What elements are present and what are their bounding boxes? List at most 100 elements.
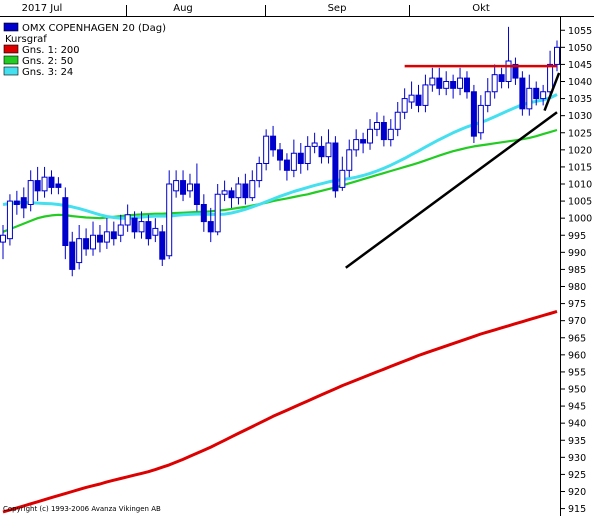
candle-body — [505, 60, 512, 82]
candle-body — [332, 142, 339, 192]
candle-body — [339, 169, 346, 188]
candle-body — [34, 180, 41, 192]
y-tick-label: 920 — [568, 487, 586, 498]
candle-body — [373, 122, 380, 130]
candle-body — [470, 91, 477, 137]
trendlines-layer — [345, 64, 561, 269]
candle-body — [55, 183, 62, 188]
candle-body — [131, 217, 138, 233]
candle-body — [193, 183, 200, 205]
candle-body — [41, 176, 48, 192]
candle-body — [270, 135, 277, 151]
candle-body — [380, 122, 387, 141]
candle-body — [256, 163, 263, 182]
y-tick-label: 970 — [568, 316, 586, 327]
candle-body — [450, 81, 457, 89]
candle-body — [318, 145, 325, 158]
y-tick-label: 1045 — [568, 60, 592, 71]
candle-body — [76, 238, 83, 264]
candle-body — [436, 77, 443, 89]
trendline — [543, 72, 561, 111]
y-tick-label: 940 — [568, 419, 586, 430]
trendline — [345, 111, 558, 269]
candle-body — [484, 91, 491, 106]
candle-body — [207, 221, 214, 233]
ma200-layer — [2, 309, 558, 514]
candle-body — [443, 81, 450, 89]
y-tick-label: 1050 — [568, 43, 592, 54]
x-axis: 2017 Jul Aug Sep Okt — [0, 3, 594, 17]
candle-body — [519, 77, 526, 110]
y-tick-label: 975 — [568, 299, 586, 310]
candle-body — [263, 135, 270, 165]
y-tick-label: 965 — [568, 333, 586, 344]
y-tick-label: 995 — [568, 231, 586, 242]
y-tick-label: 960 — [568, 350, 586, 361]
candle-body — [69, 241, 76, 270]
legend-swatch — [3, 66, 19, 76]
y-tick-label: 1030 — [568, 111, 592, 122]
legend-item: Gns. 1: 200 — [22, 45, 80, 56]
candle-body — [159, 231, 166, 260]
candle-body — [367, 128, 374, 144]
candle-body — [110, 231, 117, 240]
candle-body — [554, 46, 560, 65]
candle-body — [48, 176, 55, 188]
y-tick-label: 980 — [568, 282, 586, 293]
ma24-layer — [2, 93, 558, 220]
legend-swatch — [3, 44, 19, 54]
candle-body — [290, 152, 297, 171]
candle-body — [325, 142, 332, 158]
candle-body — [242, 183, 249, 199]
candle-body — [304, 145, 311, 165]
candle-body — [6, 200, 13, 240]
candle-body — [180, 180, 187, 195]
candle-body — [283, 159, 290, 171]
candle-body — [138, 221, 145, 233]
candle-body — [235, 183, 242, 199]
candle-body — [491, 74, 498, 93]
candle-body — [540, 91, 547, 100]
y-tick-label: 990 — [568, 248, 586, 259]
y-tick-label: 1055 — [568, 26, 592, 37]
y-tick-label: 1035 — [568, 94, 592, 105]
legend-swatch — [3, 55, 19, 65]
candle-body — [422, 84, 429, 106]
legend-item: Gns. 2: 50 — [22, 56, 73, 67]
candle-body — [124, 214, 131, 226]
candle-body — [96, 234, 103, 243]
y-tick-label: 1010 — [568, 180, 592, 191]
candle-body — [173, 180, 180, 192]
candle-body — [547, 63, 554, 93]
candle-body — [277, 149, 283, 161]
y-axis: 1055 1050 1045 1040 1035 1030 1025 1020 1015 1010… — [560, 16, 592, 516]
candle-body — [498, 74, 505, 82]
y-tick-label: 935 — [568, 436, 586, 447]
month-label: Sep — [328, 3, 347, 14]
month-label: Okt — [472, 3, 490, 14]
candle-body — [166, 183, 173, 257]
candle-body — [457, 77, 464, 89]
candle-body — [415, 94, 422, 106]
candle-body — [214, 193, 221, 233]
candle-body — [221, 190, 228, 195]
candle-body — [90, 234, 97, 250]
candle-body — [477, 104, 484, 134]
y-tick-label: 925 — [568, 470, 586, 481]
y-tick-label: 1025 — [568, 128, 592, 139]
candle-body — [387, 128, 394, 141]
candle-body — [13, 200, 20, 205]
copyright-text: Copyright (c) 1993-2006 Avanza Vikingen … — [3, 505, 161, 513]
candle-body — [353, 139, 360, 151]
candle-body — [103, 231, 110, 243]
candle-body — [83, 238, 90, 250]
candle-body — [429, 77, 436, 86]
y-tick-label: 985 — [568, 265, 586, 276]
month-label: 2017 Jul — [22, 3, 63, 14]
y-tick-label: 1005 — [568, 197, 592, 208]
candle-body — [360, 139, 367, 144]
legend-item: Kursgraf — [5, 34, 47, 45]
legend-item: OMX COPENHAGEN 20 (Dag) — [22, 23, 166, 34]
legend-item: Gns. 3: 24 — [22, 67, 73, 78]
